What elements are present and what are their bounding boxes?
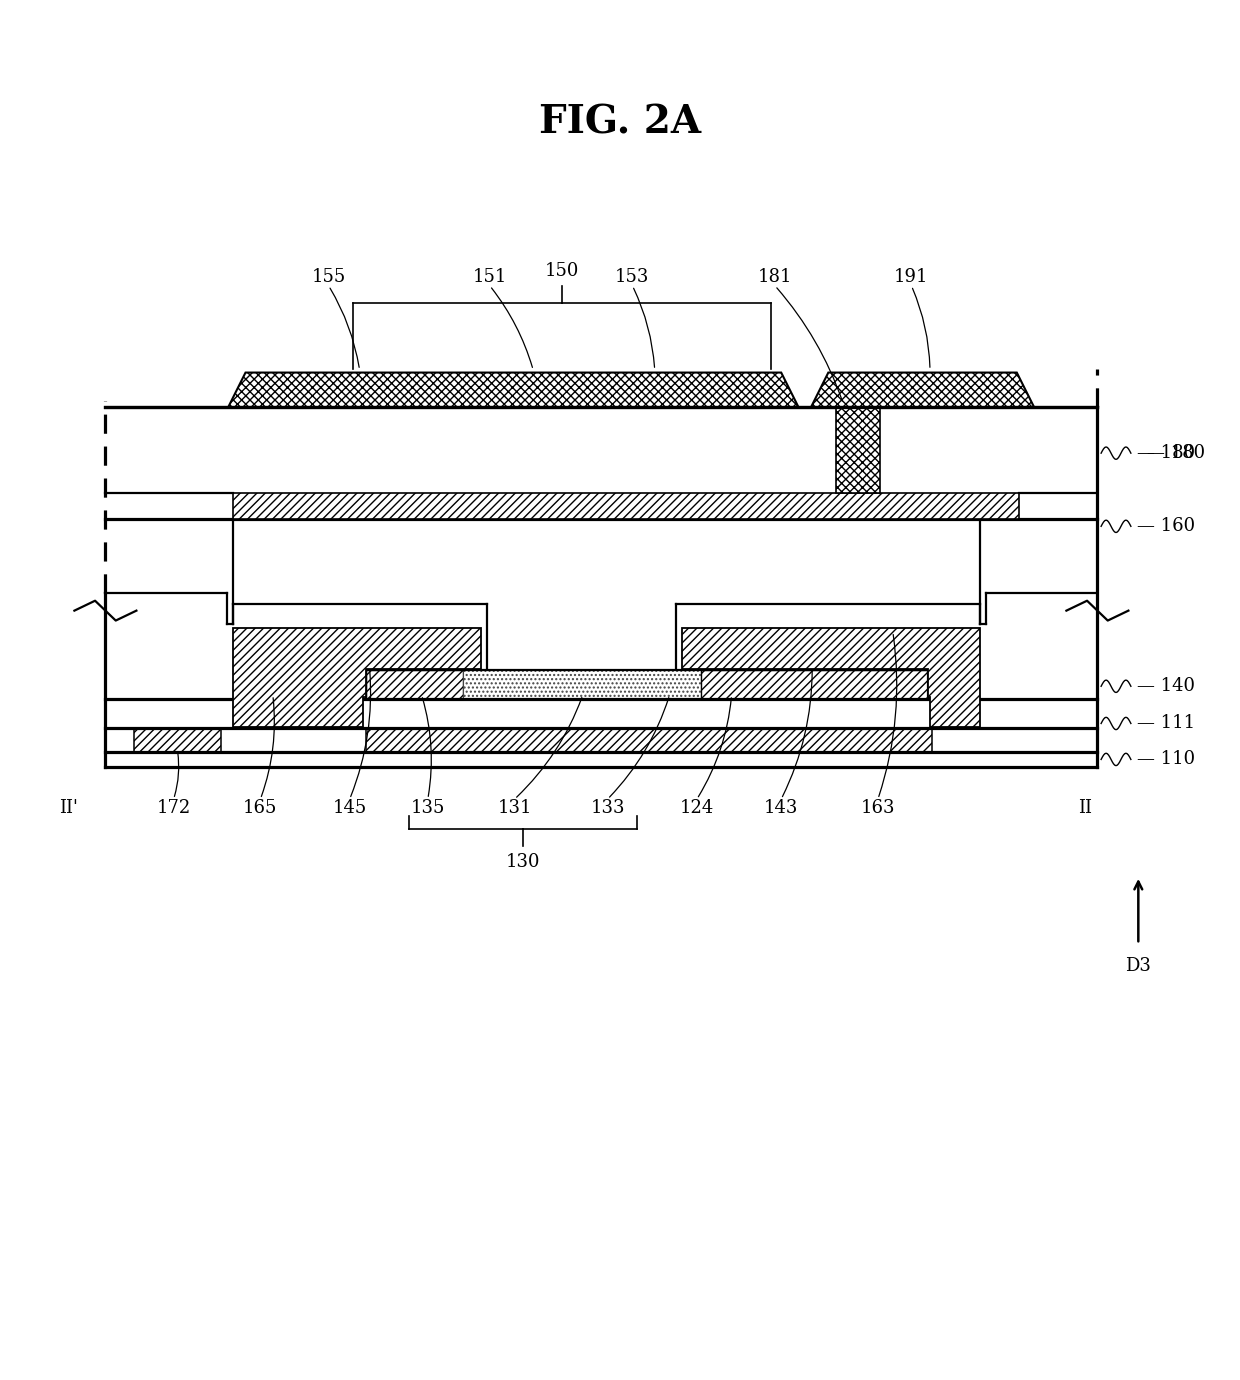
Polygon shape [366,671,463,698]
Polygon shape [134,729,221,752]
Text: D3: D3 [1126,956,1151,974]
Text: 153: 153 [615,268,650,286]
Polygon shape [105,407,1097,493]
Text: II: II [1078,799,1092,817]
Text: 172: 172 [156,799,191,817]
Text: 163: 163 [861,799,895,817]
Polygon shape [682,628,980,727]
Text: 165: 165 [243,799,278,817]
Text: 155: 155 [311,268,346,286]
Text: 191: 191 [894,268,929,286]
Text: 143: 143 [764,799,799,817]
Polygon shape [366,729,932,752]
Text: — 110: — 110 [1137,751,1195,769]
Text: — 180: — 180 [1137,444,1195,462]
Text: II': II' [58,799,78,817]
Polygon shape [105,519,1097,628]
Text: — 111: — 111 [1137,715,1195,733]
Polygon shape [105,698,1097,729]
Text: 133: 133 [590,799,625,817]
Polygon shape [836,407,880,493]
Text: 131: 131 [497,799,532,817]
Polygon shape [463,671,701,698]
Text: 124: 124 [680,799,714,817]
Polygon shape [228,373,799,407]
Text: — 140: — 140 [1137,678,1195,696]
Text: 181: 181 [758,268,792,286]
Polygon shape [701,671,928,698]
Text: 135: 135 [410,799,445,817]
Polygon shape [811,373,1034,407]
Text: 130: 130 [506,853,541,871]
Text: 145: 145 [332,799,367,817]
Text: — 180: — 180 [1147,444,1205,462]
Text: FIG. 2A: FIG. 2A [539,104,701,141]
Text: 151: 151 [472,268,507,286]
Polygon shape [233,493,1019,519]
Text: — 160: — 160 [1137,518,1195,535]
Polygon shape [233,628,481,727]
Text: 150: 150 [546,262,579,280]
